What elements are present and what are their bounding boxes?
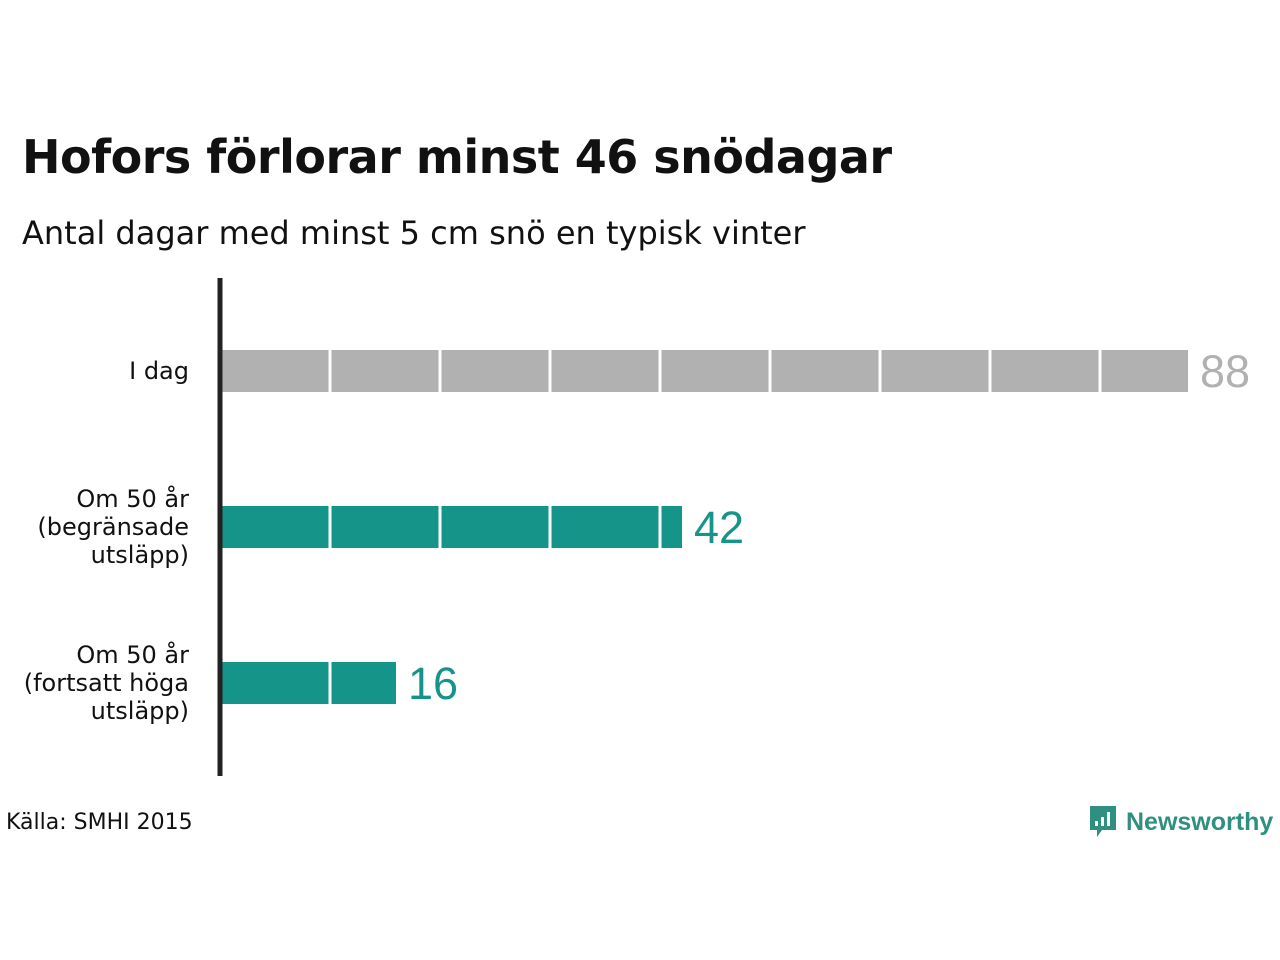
bar-2 [220, 662, 396, 704]
value-label-2: 16 [408, 658, 458, 709]
category-label-2-line-1: (fortsatt höga [24, 669, 189, 697]
category-label-2-line-2: utsläpp) [91, 697, 189, 725]
value-label-0: 88 [1200, 346, 1250, 397]
newsworthy-brand: Newsworthy [1088, 804, 1273, 840]
bar-0 [220, 350, 1188, 392]
category-label-1-line-2: utsläpp) [91, 541, 189, 569]
chart-subtitle: Antal dagar med minst 5 cm snö en typisk… [22, 214, 806, 252]
category-label-2-line-0: Om 50 år [76, 640, 189, 669]
source-note: Källa: SMHI 2015 [6, 810, 193, 835]
newsworthy-logo-icon [1090, 806, 1116, 837]
brand-name: Newsworthy [1126, 807, 1274, 836]
category-label-0-line-0: I dag [129, 357, 189, 385]
value-label-1: 42 [694, 502, 744, 553]
chart-title: Hofors förlorar minst 46 snödagar [22, 130, 892, 184]
bar-1 [220, 506, 682, 548]
category-label-1-line-0: Om 50 år [76, 484, 189, 513]
category-label-1-line-1: (begränsade [37, 513, 189, 541]
